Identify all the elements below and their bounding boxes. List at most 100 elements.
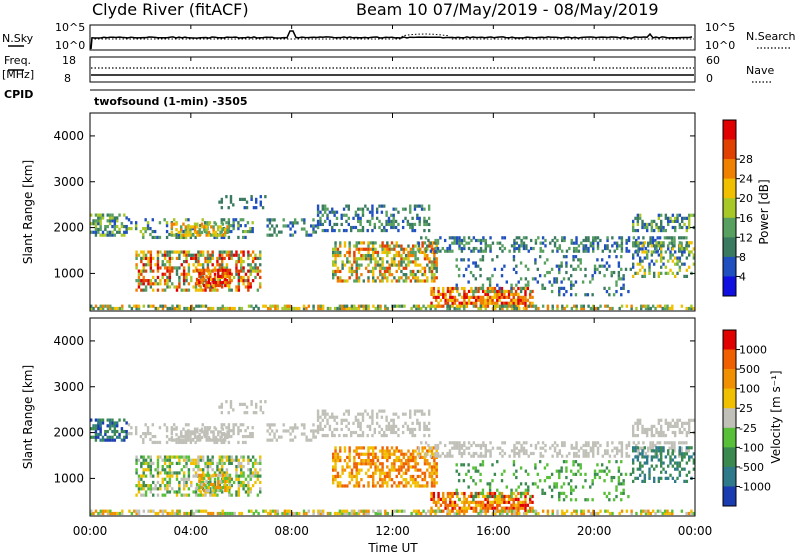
- velocity-cell: [194, 461, 198, 466]
- velocity-cell: [341, 471, 344, 475]
- velocity-cell: [634, 449, 637, 453]
- velocity-cell: [333, 433, 336, 438]
- power-cell: [484, 301, 487, 305]
- power-cell: [357, 247, 361, 251]
- power-cell: [404, 207, 407, 211]
- velocity-cell: [608, 491, 611, 495]
- velocity-cell: [430, 497, 433, 502]
- velocity-cell: [165, 434, 169, 439]
- power-cell: [417, 244, 421, 248]
- power-cell: [334, 241, 337, 245]
- velocity-cell: [189, 438, 192, 442]
- velocity-cell: [636, 424, 640, 428]
- velocity-cell: [365, 509, 368, 513]
- power-cell: [361, 213, 365, 217]
- velocity-cell: [493, 472, 497, 476]
- power-cell: [430, 260, 434, 264]
- velocity-cell: [371, 474, 375, 479]
- velocity-cell: [125, 432, 128, 437]
- velocity-cell: [481, 503, 485, 507]
- power-cell: [501, 306, 504, 311]
- velocity-cell: [300, 432, 304, 436]
- velocity-cell: [221, 427, 225, 431]
- power-cell: [455, 286, 458, 290]
- power-cell: [168, 263, 172, 267]
- velocity-cell: [99, 427, 102, 431]
- power-cell: [245, 206, 249, 210]
- velocity-cell: [648, 470, 651, 474]
- power-cell: [549, 241, 552, 245]
- power-cell: [432, 286, 436, 291]
- power-cell: [187, 266, 191, 270]
- power-cell: [553, 277, 556, 281]
- velocity-cell: [397, 458, 401, 463]
- power-cell: [562, 286, 566, 290]
- power-cell: [539, 241, 542, 245]
- velocity-cell: [481, 460, 485, 464]
- power-cell: [97, 222, 100, 226]
- power-cell: [200, 222, 204, 226]
- power-cell: [384, 304, 387, 308]
- velocity-cell: [600, 463, 604, 467]
- velocity-cell: [423, 474, 427, 479]
- velocity-cell: [524, 482, 528, 486]
- power-cell: [669, 216, 672, 220]
- velocity-cell: [587, 441, 590, 445]
- velocity-cell: [289, 432, 292, 436]
- velocity-cell: [400, 468, 403, 472]
- velocity-cell: [644, 451, 647, 456]
- velocity-cell: [444, 500, 447, 504]
- power-cell: [608, 264, 611, 268]
- velocity-cell: [678, 454, 681, 458]
- power-cell: [209, 282, 212, 286]
- velocity-cell: [209, 511, 212, 516]
- velocity-cell: [386, 481, 389, 485]
- power-cell: [226, 274, 229, 278]
- power-cell: [662, 241, 665, 245]
- velocity-cell: [154, 487, 157, 491]
- power-cell: [613, 249, 616, 253]
- velocity-cell: [393, 509, 397, 513]
- velocity-cell: [515, 475, 518, 480]
- velocity-cell: [289, 426, 292, 430]
- power-cell: [173, 306, 177, 311]
- power-cell: [400, 269, 403, 274]
- power-cell: [224, 280, 227, 285]
- velocity-cell: [342, 412, 346, 416]
- power-cell: [690, 304, 693, 308]
- power-cell: [414, 276, 417, 280]
- velocity-cell: [220, 490, 224, 494]
- power-cell: [137, 253, 141, 257]
- velocity-cell: [392, 421, 395, 425]
- power-cell: [397, 244, 401, 248]
- velocity-cell: [154, 511, 157, 516]
- power-cell: [249, 285, 252, 289]
- power-cell: [617, 274, 621, 278]
- velocity-cell: [442, 497, 445, 502]
- velocity-cell: [603, 491, 606, 495]
- velocity-cell: [376, 511, 380, 516]
- power-cell: [596, 246, 600, 251]
- power-cell: [355, 279, 358, 283]
- power-cell: [606, 304, 609, 308]
- velocity-cell: [319, 415, 322, 419]
- velocity-cell: [692, 467, 696, 471]
- power-cell: [200, 271, 203, 275]
- velocity-cell: [673, 430, 677, 435]
- power-cell: [390, 273, 394, 277]
- power-cell: [650, 219, 654, 223]
- velocity-cell: [204, 464, 207, 469]
- velocity-cell: [417, 446, 421, 450]
- velocity-cell: [430, 474, 434, 479]
- power-cell: [643, 268, 647, 272]
- power-cell: [228, 280, 232, 285]
- velocity-cell: [479, 503, 483, 507]
- power-cell: [194, 288, 198, 292]
- power-cell: [367, 250, 370, 255]
- colorbar-tick-label: 24: [739, 173, 753, 186]
- velocity-cell: [144, 490, 148, 494]
- power-cell: [254, 266, 257, 270]
- velocity-cell: [484, 451, 487, 456]
- velocity-cell: [643, 455, 647, 459]
- power-cell: [426, 279, 429, 283]
